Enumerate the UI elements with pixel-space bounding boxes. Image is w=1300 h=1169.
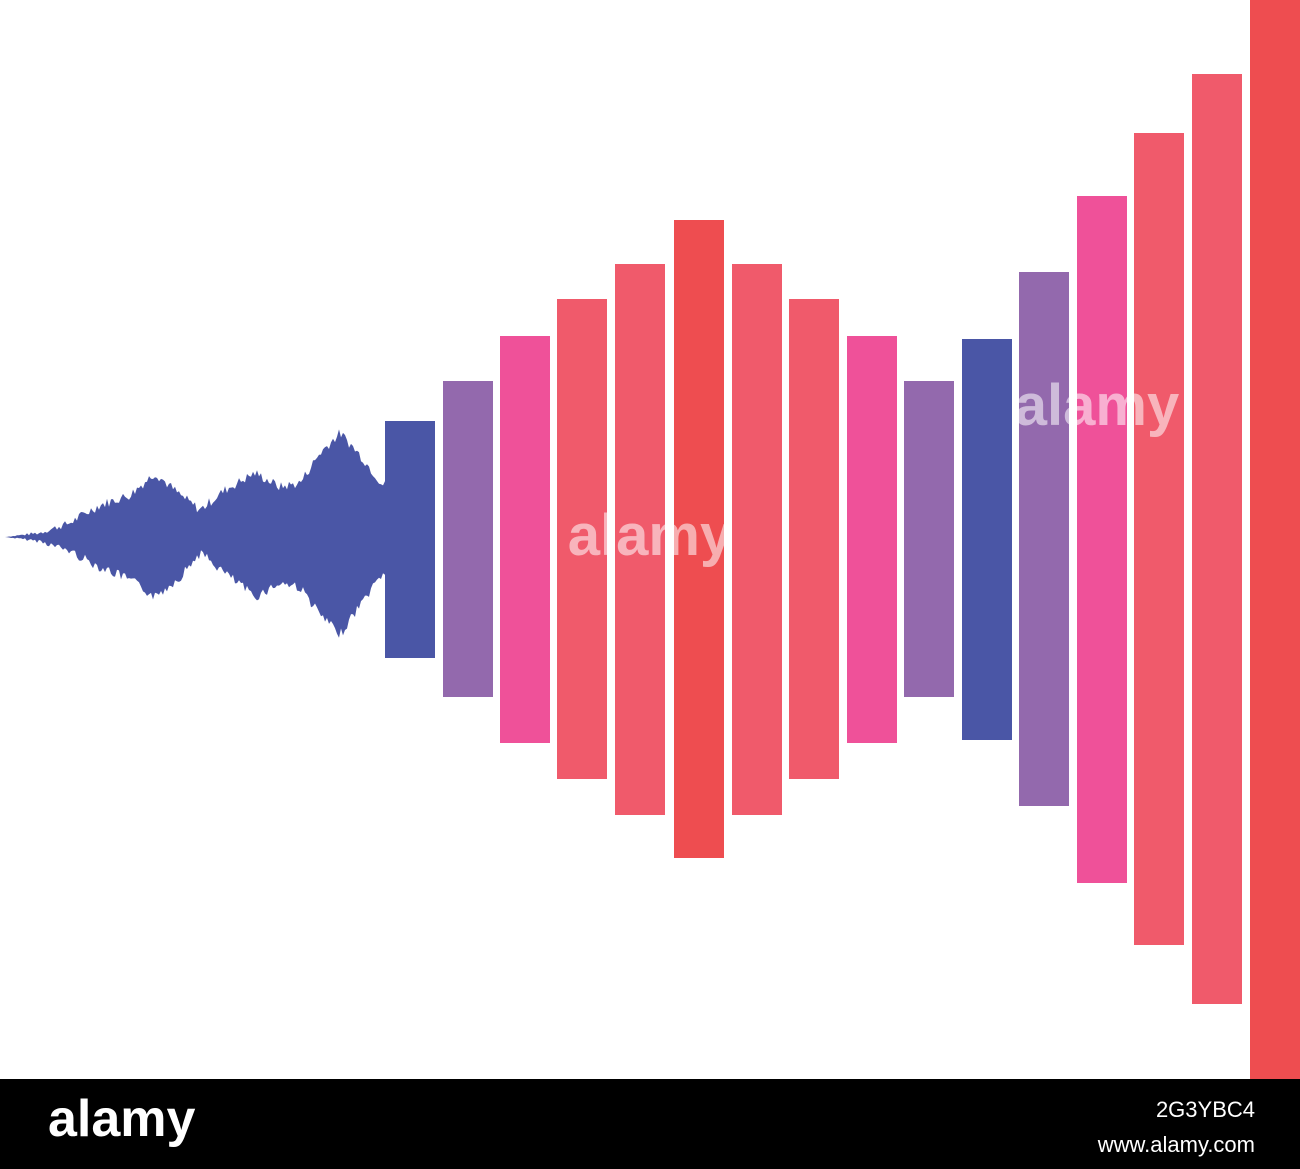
bar [385,421,435,658]
bar [847,336,897,743]
bar [1019,272,1069,806]
waveform [5,429,385,638]
image-id: 2G3YBC4 [1156,1097,1255,1122]
bar [557,299,607,779]
bar [1077,196,1127,883]
bars [385,0,1300,1079]
url: www.alamy.com [1097,1132,1255,1157]
bar [1250,0,1300,1079]
bar [962,339,1012,740]
bar [615,264,665,815]
bar [789,299,839,779]
watermark: alamy [1015,373,1179,438]
footer-bar [0,1079,1300,1169]
bar [732,264,782,815]
bar [500,336,550,743]
watermark: alamy [568,503,732,568]
bar [904,381,954,697]
bar [443,381,493,697]
bar [1134,133,1184,945]
logo: alamy [48,1090,196,1148]
bar [674,220,724,858]
bar [1192,74,1242,1004]
